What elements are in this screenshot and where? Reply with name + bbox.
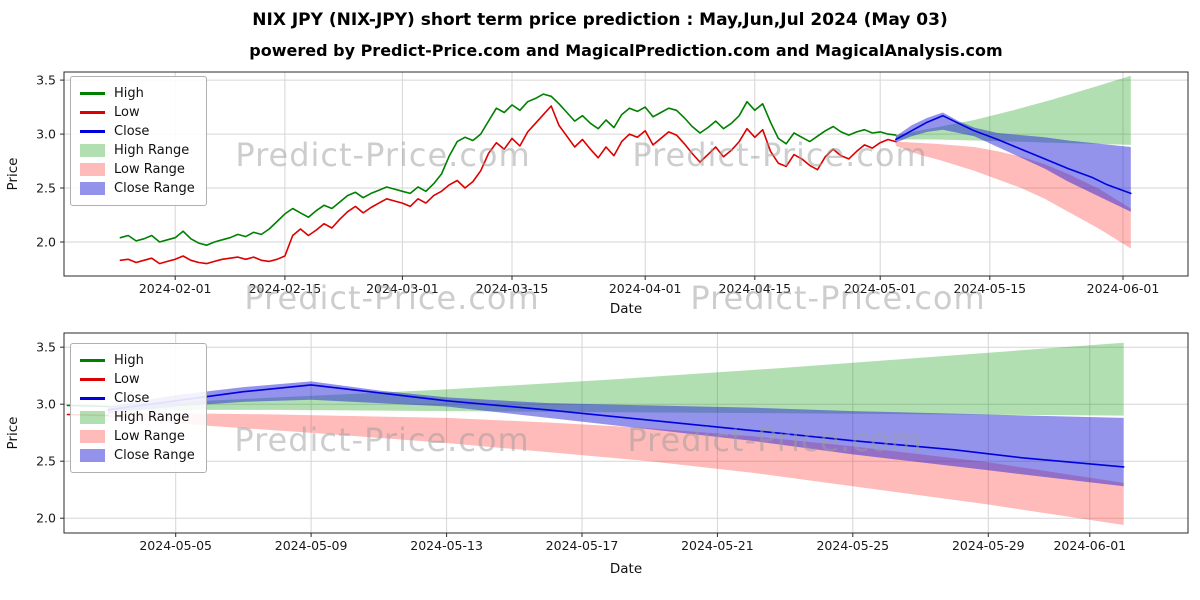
legend-line-swatch	[80, 378, 105, 381]
legend-item-low-range: Low Range	[80, 160, 195, 179]
legend-line-swatch	[80, 111, 105, 114]
legend-label: High	[114, 86, 144, 101]
svg-text:3.5: 3.5	[36, 340, 56, 355]
svg-text:3.5: 3.5	[36, 73, 56, 88]
svg-text:2.0: 2.0	[36, 235, 56, 250]
legend-item-high-range: High Range	[80, 408, 195, 427]
svg-text:2024-05-21: 2024-05-21	[681, 538, 754, 553]
svg-text:2024-06-01: 2024-06-01	[1087, 281, 1160, 296]
legend-label: Close Range	[114, 448, 195, 463]
legend-label: High Range	[114, 410, 190, 425]
svg-text:2.5: 2.5	[36, 454, 56, 469]
legend-label: Low Range	[114, 162, 185, 177]
legend-item-close: Close	[80, 122, 195, 141]
legend: High Low Close High Range Low Range Close Ran…	[70, 343, 207, 473]
legend-item-close-range: Close Range	[80, 446, 195, 465]
legend-patch-swatch	[80, 144, 105, 157]
legend-label: Close Range	[114, 181, 195, 196]
figure-subtitle: powered by Predict-Price.com and Magical…	[249, 41, 1003, 60]
svg-text:2.0: 2.0	[36, 511, 56, 526]
legend-patch-swatch	[80, 163, 105, 176]
history-and-forecast-plot: 2.0 2.5 3.0 3.5 2024-02-01 2024-02-15 2024-03-…	[5, 71, 1189, 317]
svg-text:2024-05-15: 2024-05-15	[953, 281, 1026, 296]
legend-item-low-range: Low Range	[80, 427, 195, 446]
legend-label: High Range	[114, 143, 190, 158]
svg-text:2024-05-13: 2024-05-13	[410, 538, 483, 553]
svg-text:Price: Price	[5, 417, 21, 450]
legend-item-low: Low	[80, 103, 195, 122]
legend-line-swatch	[80, 397, 105, 400]
svg-text:3.0: 3.0	[36, 127, 56, 142]
forecast-detail-chart: 2.0 2.5 3.0 3.5 2024-05-05 2024-05-09 2024-05-…	[0, 325, 1200, 600]
svg-text:2024-05-25: 2024-05-25	[816, 538, 889, 553]
legend-patch-swatch	[80, 411, 105, 424]
legend-line-swatch	[80, 359, 105, 362]
svg-text:3.0: 3.0	[36, 397, 56, 412]
svg-text:2024-05-17: 2024-05-17	[546, 538, 619, 553]
legend-item-high: High	[80, 351, 195, 370]
svg-text:2024-04-15: 2024-04-15	[718, 281, 791, 296]
legend-item-high: High	[80, 84, 195, 103]
svg-text:2.5: 2.5	[36, 181, 56, 196]
legend-patch-swatch	[80, 182, 105, 195]
legend-line-swatch	[80, 130, 105, 133]
svg-text:2024-03-15: 2024-03-15	[476, 281, 549, 296]
forecast-detail-plot: 2.0 2.5 3.0 3.5 2024-05-05 2024-05-09 2024-05-…	[5, 332, 1189, 577]
svg-text:Date: Date	[610, 301, 642, 317]
legend-label: Low	[114, 372, 140, 387]
svg-text:Price: Price	[5, 158, 21, 191]
legend-line-swatch	[80, 92, 105, 95]
svg-text:2024-05-05: 2024-05-05	[139, 538, 212, 553]
legend: High Low Close High Range Low Range Close Ran…	[70, 76, 207, 206]
svg-text:2024-03-01: 2024-03-01	[366, 281, 439, 296]
history-and-forecast-chart: 2.0 2.5 3.0 3.5 2024-02-01 2024-02-15 2024-03-…	[0, 60, 1200, 320]
legend-item-high-range: High Range	[80, 141, 195, 160]
svg-text:2024-05-01: 2024-05-01	[844, 281, 917, 296]
svg-text:2024-02-01: 2024-02-01	[139, 281, 212, 296]
legend-patch-swatch	[80, 449, 105, 462]
figure-title: NIX JPY (NIX-JPY) short term price predi…	[252, 10, 948, 30]
legend-item-close-range: Close Range	[80, 179, 195, 198]
legend-label: Low	[114, 105, 140, 120]
legend-patch-swatch	[80, 430, 105, 443]
svg-text:2024-04-01: 2024-04-01	[609, 281, 682, 296]
svg-text:2024-06-01: 2024-06-01	[1053, 538, 1126, 553]
svg-text:Date: Date	[610, 561, 642, 577]
legend-item-close: Close	[80, 389, 195, 408]
legend-item-low: Low	[80, 370, 195, 389]
legend-label: Close	[114, 391, 150, 406]
svg-text:2024-05-09: 2024-05-09	[275, 538, 348, 553]
svg-text:2024-05-29: 2024-05-29	[952, 538, 1025, 553]
legend-label: Close	[114, 124, 150, 139]
svg-text:2024-02-15: 2024-02-15	[249, 281, 322, 296]
legend-label: Low Range	[114, 429, 185, 444]
legend-label: High	[114, 353, 144, 368]
